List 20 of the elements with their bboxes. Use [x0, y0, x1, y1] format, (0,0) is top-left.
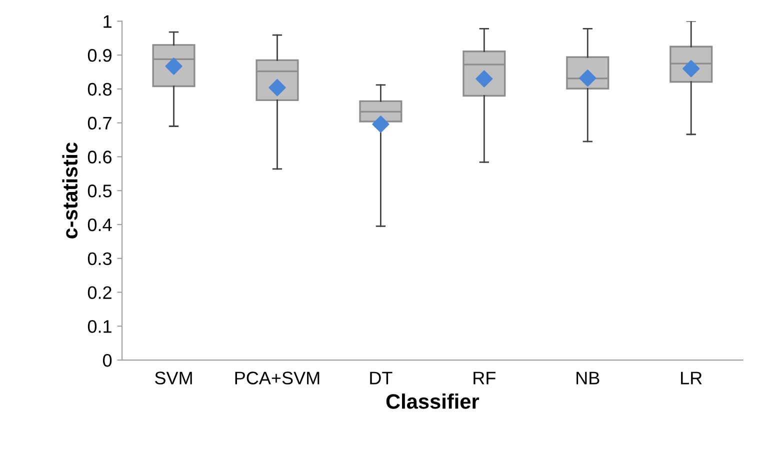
y-tick-label: 0: [102, 354, 112, 367]
x-tick-label: NB: [576, 372, 600, 384]
x-axis-title: Classifier: [386, 394, 480, 409]
x-tick-label: LR: [681, 372, 702, 384]
y-axis-title: c-statistic: [62, 142, 78, 238]
y-tick-label: 0.6: [88, 150, 112, 164]
y-tick-label: 0.2: [88, 286, 112, 299]
y-tick-label: 0.3: [88, 252, 112, 266]
y-tick-label: 0.8: [88, 82, 112, 96]
point: [372, 116, 390, 133]
x-tick-label: SVM: [155, 372, 192, 384]
y-tick-label: 0.7: [88, 116, 112, 130]
y-tick-label: 1: [104, 15, 112, 28]
x-tick-label: RF: [474, 372, 496, 384]
y-tick-label: 0.5: [88, 184, 112, 198]
y-tick-label: 0.4: [88, 218, 112, 232]
y-tick-label: 0.1: [88, 320, 112, 333]
x-tick-label: PCA+SVM: [235, 372, 320, 384]
y-tick-label: 0.9: [88, 49, 112, 62]
x-tick-label: DT: [370, 372, 392, 384]
